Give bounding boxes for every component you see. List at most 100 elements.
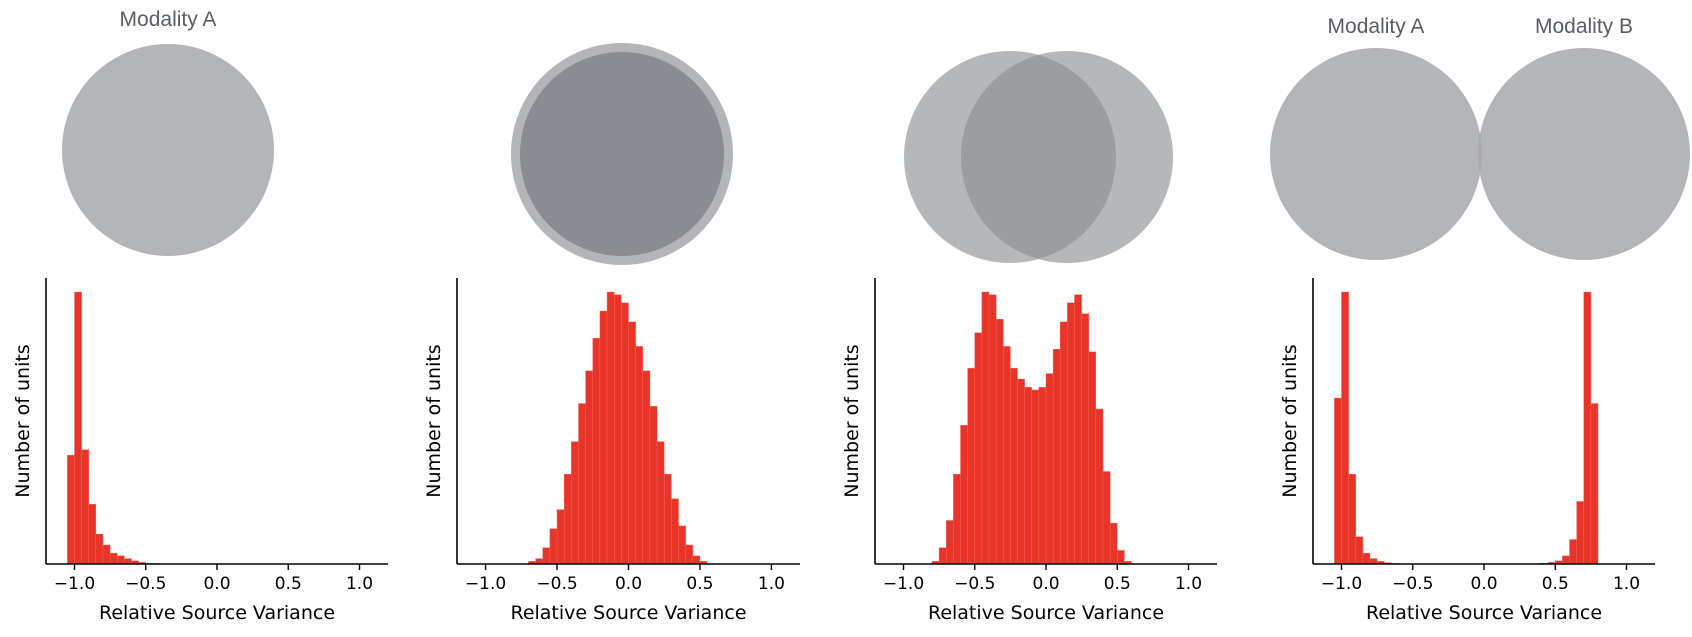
histogram-1-xtick-label-4: 0.5 bbox=[275, 574, 302, 594]
venn-panel-2 bbox=[511, 43, 733, 265]
histogram-1-bar-8 bbox=[117, 555, 125, 565]
histogram-1-bar-2 bbox=[74, 291, 82, 565]
histogram-4-bar-35 bbox=[1576, 501, 1584, 565]
histogram-2: −1.0 −0.5 0.0 0.5 1.0 Relative Source Varianc… bbox=[423, 278, 800, 624]
histogram-2-bar-13 bbox=[614, 294, 622, 565]
histogram-2-bar-5 bbox=[556, 509, 565, 565]
histogram-3-xtick-label-5: 1.0 bbox=[1175, 574, 1202, 594]
histogram-2-xtick-label-5: 1.0 bbox=[758, 574, 785, 594]
histogram-2-bar-14 bbox=[621, 302, 629, 565]
histogram-2-bar-19 bbox=[656, 441, 665, 565]
venn-panel-1: Modality A bbox=[62, 8, 274, 256]
histogram-4-bar-1 bbox=[1334, 397, 1342, 565]
histogram-4-bar-37 bbox=[1590, 403, 1599, 565]
histogram-3-bar-3 bbox=[946, 520, 954, 565]
histogram-3-bar-11 bbox=[1003, 346, 1011, 565]
histogram-3-bar-27 bbox=[1117, 550, 1125, 565]
histogram-4: −1.0 −0.5 0.0 0.5 1.0 Relative Source Varianc… bbox=[1279, 278, 1655, 624]
histogram-2-bar-15 bbox=[628, 321, 636, 565]
venn-1-circle-a bbox=[62, 44, 274, 256]
histogram-2-bar-2 bbox=[535, 558, 543, 565]
histogram-2-bar-17 bbox=[642, 370, 651, 565]
histogram-3-xtick-label-3: 0.0 bbox=[1032, 574, 1059, 594]
histogram-4-ylabel: Number of units bbox=[1279, 344, 1301, 497]
histogram-3-bar-9 bbox=[988, 294, 997, 565]
histogram-3-bar-5 bbox=[960, 425, 968, 565]
histogram-1-ylabel: Number of units bbox=[12, 344, 34, 497]
histogram-3-bar-25 bbox=[1102, 471, 1111, 565]
histogram-2-bar-9 bbox=[585, 370, 593, 565]
histogram-3-bar-12 bbox=[1010, 367, 1018, 565]
venn-4-label-modality-a: Modality A bbox=[1328, 15, 1425, 38]
histogram-4-bar-5 bbox=[1362, 552, 1371, 565]
histogram-3-bar-15 bbox=[1031, 389, 1040, 565]
venn-panel-4: Modality A Modality B bbox=[1270, 15, 1690, 260]
histogram-4-bar-2 bbox=[1341, 291, 1349, 565]
venn-4-circle-b bbox=[1478, 48, 1690, 260]
histogram-2-bar-20 bbox=[664, 474, 672, 565]
histogram-3-bar-21 bbox=[1074, 294, 1082, 565]
histogram-2-xtick-label-4: 0.5 bbox=[686, 574, 713, 594]
histogram-1-bar-9 bbox=[124, 558, 132, 565]
histogram-4-bar-4 bbox=[1355, 536, 1364, 565]
venn-4-label-modality-b: Modality B bbox=[1535, 15, 1633, 38]
histogram-4-bar-6 bbox=[1369, 558, 1378, 565]
venn-3-circle-b bbox=[961, 51, 1173, 263]
histogram-1-bar-3 bbox=[81, 449, 89, 565]
histogram-2-ylabel: Number of units bbox=[423, 344, 445, 497]
histogram-2-bar-4 bbox=[549, 528, 558, 565]
histogram-3-bar-10 bbox=[995, 319, 1004, 565]
histogram-3-bar-22 bbox=[1081, 313, 1089, 565]
histogram-3-bar-16 bbox=[1038, 387, 1047, 565]
histogram-3-xlabel: Relative Source Variance bbox=[928, 602, 1164, 624]
histogram-1: −1.0 −0.5 0.0 0.5 1.0 Relative Source Varianc… bbox=[12, 278, 388, 624]
histogram-1-xtick-label-1: −1.0 bbox=[54, 574, 95, 594]
venn-1-label-modality-a: Modality A bbox=[120, 8, 217, 31]
histogram-2-xtick-label-3: 0.0 bbox=[615, 574, 642, 594]
histogram-2-xtick-label-2: −0.5 bbox=[536, 574, 577, 594]
histogram-2-xtick-label-1: −1.0 bbox=[465, 574, 506, 594]
histogram-4-xtick-label-1: −1.0 bbox=[1321, 574, 1362, 594]
histogram-1-bar-6 bbox=[102, 544, 111, 565]
histogram-3-bar-8 bbox=[981, 291, 990, 565]
histogram-2-bar-16 bbox=[635, 346, 644, 565]
histogram-3-bar-18 bbox=[1052, 348, 1061, 565]
histogram-3-ylabel: Number of units bbox=[841, 344, 863, 497]
histogram-2-bar-24 bbox=[692, 555, 701, 565]
histogram-2-bar-21 bbox=[671, 498, 679, 565]
histogram-3-bar-19 bbox=[1060, 321, 1068, 565]
venn-panel-3 bbox=[904, 51, 1173, 263]
venn-2-circle-b bbox=[520, 52, 724, 256]
histogram-2-bar-7 bbox=[571, 441, 579, 565]
histogram-4-bar-3 bbox=[1348, 474, 1356, 565]
histogram-3-bar-4 bbox=[953, 474, 961, 565]
histogram-2-bar-18 bbox=[649, 406, 658, 565]
histogram-3-bar-24 bbox=[1095, 408, 1104, 565]
histogram-4-xtick-label-2: −0.5 bbox=[1392, 574, 1433, 594]
histogram-4-xtick-label-4: 0.5 bbox=[1542, 574, 1569, 594]
histogram-1-bar-4 bbox=[88, 503, 97, 565]
histogram-4-bar-34 bbox=[1569, 539, 1577, 565]
histogram-3-xtick-label-1: −1.0 bbox=[883, 574, 924, 594]
histogram-1-xtick-label-5: 1.0 bbox=[346, 574, 373, 594]
histogram-1-bar-5 bbox=[95, 533, 104, 565]
histogram-3-bar-2 bbox=[938, 547, 947, 565]
histogram-3-bar-6 bbox=[967, 367, 975, 565]
histogram-3-bar-17 bbox=[1045, 373, 1054, 565]
histogram-2-bar-12 bbox=[606, 291, 615, 565]
histogram-3-bar-14 bbox=[1024, 387, 1032, 565]
histogram-2-bar-8 bbox=[578, 403, 586, 565]
histogram-3: −1.0 −0.5 0.0 0.5 1.0 Relative Source Varianc… bbox=[841, 278, 1217, 624]
histogram-1-xtick-label-3: 0.0 bbox=[203, 574, 230, 594]
histogram-2-bar-3 bbox=[542, 547, 551, 565]
histogram-4-bar-36 bbox=[1583, 291, 1592, 565]
histogram-1-xlabel: Relative Source Variance bbox=[99, 602, 335, 624]
histogram-2-bar-23 bbox=[685, 544, 694, 565]
histogram-2-bar-11 bbox=[599, 310, 608, 565]
histogram-3-bar-20 bbox=[1067, 302, 1075, 565]
histogram-1-xtick-label-2: −0.5 bbox=[125, 574, 166, 594]
histogram-4-bar-33 bbox=[1562, 555, 1570, 565]
histogram-3-bar-13 bbox=[1017, 378, 1025, 565]
histogram-3-xtick-label-2: −0.5 bbox=[954, 574, 995, 594]
